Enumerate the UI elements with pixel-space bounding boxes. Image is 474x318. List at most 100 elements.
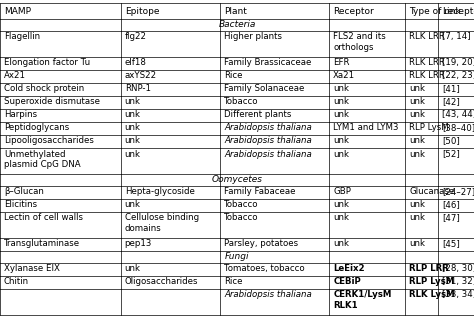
- Text: unk: unk: [409, 136, 425, 145]
- Text: unk: unk: [409, 84, 425, 93]
- Text: Different plants: Different plants: [224, 110, 292, 119]
- Text: RLK LRR: RLK LRR: [409, 58, 445, 67]
- Text: Receptor: Receptor: [333, 6, 374, 16]
- Text: unk: unk: [409, 110, 425, 119]
- Text: CEBiP: CEBiP: [333, 277, 361, 286]
- Text: Family Brassicaceae: Family Brassicaceae: [224, 58, 311, 67]
- Text: unk: unk: [125, 264, 141, 273]
- Text: unk: unk: [409, 97, 425, 106]
- Text: [41]: [41]: [442, 84, 460, 93]
- Text: unk: unk: [333, 239, 349, 248]
- Text: Transglutaminase: Transglutaminase: [4, 239, 80, 248]
- Text: Fungi: Fungi: [225, 252, 249, 261]
- Text: [50]: [50]: [442, 136, 460, 145]
- Text: LeEix2: LeEix2: [333, 264, 365, 273]
- Text: [33, 34]: [33, 34]: [442, 290, 474, 299]
- Text: Type of receptor: Type of receptor: [409, 6, 474, 16]
- Text: Peptidoglycans: Peptidoglycans: [4, 123, 69, 132]
- Text: RNP-1: RNP-1: [125, 84, 151, 93]
- Text: [31, 32]: [31, 32]: [442, 277, 474, 286]
- Text: Ax21: Ax21: [4, 71, 26, 80]
- Text: RLP LRR: RLP LRR: [409, 264, 449, 273]
- Text: Arabidopsis thaliana: Arabidopsis thaliana: [224, 123, 312, 132]
- Text: Harpins: Harpins: [4, 110, 37, 119]
- Text: Hepta-glycoside: Hepta-glycoside: [125, 187, 194, 196]
- Text: β–Glucan: β–Glucan: [4, 187, 44, 196]
- Text: Arabidopsis thaliana: Arabidopsis thaliana: [224, 290, 312, 299]
- Text: Epitope: Epitope: [125, 6, 159, 16]
- Text: FLS2 and its
orthologs: FLS2 and its orthologs: [333, 32, 386, 52]
- Text: unk: unk: [409, 239, 425, 248]
- Text: unk: unk: [333, 213, 349, 222]
- Text: unk: unk: [125, 149, 141, 158]
- Text: Parsley, potatoes: Parsley, potatoes: [224, 239, 298, 248]
- Text: Flagellin: Flagellin: [4, 32, 40, 41]
- Text: Cellulose binding
domains: Cellulose binding domains: [125, 213, 199, 233]
- Text: Tobacco: Tobacco: [224, 200, 259, 209]
- Text: [24–27]: [24–27]: [442, 187, 474, 196]
- Text: CERK1/LysM
RLK1: CERK1/LysM RLK1: [333, 290, 392, 310]
- Text: unk: unk: [333, 84, 349, 93]
- Text: Lectin of cell walls: Lectin of cell walls: [4, 213, 83, 222]
- Text: unk: unk: [409, 213, 425, 222]
- Text: [42]: [42]: [442, 97, 460, 106]
- Text: Tobacco: Tobacco: [224, 97, 259, 106]
- Text: flg22: flg22: [125, 32, 146, 41]
- Text: [38–40]: [38–40]: [442, 123, 474, 132]
- Text: Tobacco: Tobacco: [224, 213, 259, 222]
- Text: Chitin: Chitin: [4, 277, 29, 286]
- Text: RLP LysM: RLP LysM: [409, 123, 449, 132]
- Text: GBP: GBP: [333, 187, 351, 196]
- Text: unk: unk: [333, 149, 349, 158]
- Text: [22, 23]: [22, 23]: [442, 71, 474, 80]
- Text: Rice: Rice: [224, 71, 243, 80]
- Text: [47]: [47]: [442, 213, 460, 222]
- Text: elf18: elf18: [125, 58, 146, 67]
- Text: unk: unk: [409, 149, 425, 158]
- Text: [43, 44]: [43, 44]: [442, 110, 474, 119]
- Text: Elicitins: Elicitins: [4, 200, 37, 209]
- Text: RLK LRR: RLK LRR: [409, 32, 445, 41]
- Text: unk: unk: [125, 110, 141, 119]
- Text: unk: unk: [125, 200, 141, 209]
- Text: Unmethylated
plasmid CpG DNA: Unmethylated plasmid CpG DNA: [4, 149, 81, 169]
- Text: Family Fabaceae: Family Fabaceae: [224, 187, 296, 196]
- Text: Tomatoes, tobacco: Tomatoes, tobacco: [224, 264, 305, 273]
- Text: Elongation factor Tu: Elongation factor Tu: [4, 58, 90, 67]
- Text: [45]: [45]: [442, 239, 460, 248]
- Text: pep13: pep13: [125, 239, 152, 248]
- Text: EFR: EFR: [333, 58, 350, 67]
- Text: [28, 30]: [28, 30]: [442, 264, 474, 273]
- Text: [46]: [46]: [442, 200, 460, 209]
- Text: [19, 20]: [19, 20]: [442, 58, 474, 67]
- Text: Plant: Plant: [224, 6, 247, 16]
- Text: unk: unk: [333, 110, 349, 119]
- Text: Link: Link: [442, 6, 461, 16]
- Text: unk: unk: [125, 123, 141, 132]
- Text: Cold shock protein: Cold shock protein: [4, 84, 84, 93]
- Text: unk: unk: [333, 136, 349, 145]
- Text: axYS22: axYS22: [125, 71, 157, 80]
- Text: RLK LysM: RLK LysM: [409, 290, 455, 299]
- Text: MAMP: MAMP: [4, 6, 31, 16]
- Text: Xylanase EIX: Xylanase EIX: [4, 264, 60, 273]
- Text: unk: unk: [125, 136, 141, 145]
- Text: Arabidopsis thaliana: Arabidopsis thaliana: [224, 149, 312, 158]
- Text: Family Solanaceae: Family Solanaceae: [224, 84, 305, 93]
- Text: unk: unk: [333, 97, 349, 106]
- Text: unk: unk: [125, 97, 141, 106]
- Text: Rice: Rice: [224, 277, 243, 286]
- Text: Xa21: Xa21: [333, 71, 356, 80]
- Text: Arabidopsis thaliana: Arabidopsis thaliana: [224, 136, 312, 145]
- Text: unk: unk: [333, 200, 349, 209]
- Text: LYM1 and LYM3: LYM1 and LYM3: [333, 123, 399, 132]
- Text: unk: unk: [409, 200, 425, 209]
- Text: Superoxide dismutase: Superoxide dismutase: [4, 97, 100, 106]
- Text: RLP LysM: RLP LysM: [409, 277, 454, 286]
- Text: Higher plants: Higher plants: [224, 32, 282, 41]
- Text: [52]: [52]: [442, 149, 460, 158]
- Text: [7, 14]: [7, 14]: [442, 32, 471, 41]
- Text: Oomycetes: Oomycetes: [211, 175, 263, 184]
- Text: RLK LRR: RLK LRR: [409, 71, 445, 80]
- Text: Glucanase: Glucanase: [409, 187, 454, 196]
